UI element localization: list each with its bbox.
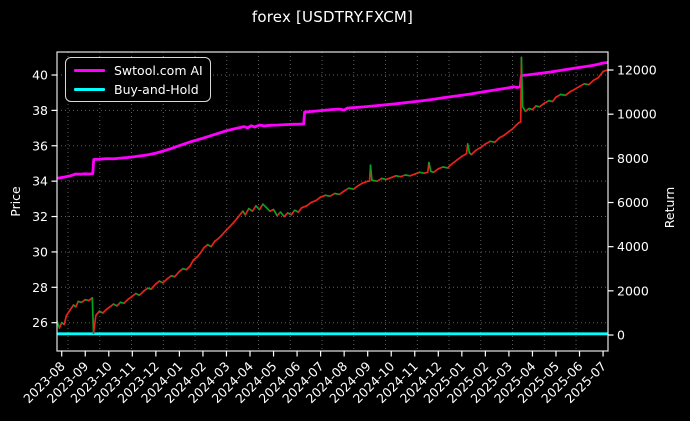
right-tick-label: 6000 [617,195,649,210]
left-tick-label: 26 [32,315,48,330]
left-tick-label: 40 [32,68,48,83]
legend-item-swtool-ai: Swtool.com AI [74,62,204,78]
left-tick-label: 30 [32,244,48,259]
right-tick-label: 0 [617,328,625,343]
legend-item-buy-and-hold: Buy-and-Hold [74,81,204,97]
right-tick-label: 2000 [617,283,649,298]
axis-ticks [51,69,614,357]
line-series-swtool-com-ai [56,61,609,180]
legend-line-swatch-magenta [74,68,105,72]
right-axis-label: Return [662,187,677,228]
legend-label: Swtool.com AI [114,62,203,78]
left-axis-label: Price [8,186,23,217]
right-tick-label: 10000 [617,107,657,122]
left-tick-label: 32 [32,209,48,224]
left-tick-label: 38 [32,103,48,118]
right-tick-label: 4000 [617,239,649,254]
legend-label: Buy-and-Hold [114,81,199,97]
left-tick-label: 36 [32,138,48,153]
left-tick-label: 28 [32,280,48,295]
price-series-usdtry [56,56,609,335]
right-tick-label: 12000 [617,63,657,78]
plot-border [56,51,609,352]
legend-line-swatch-cyan [74,87,105,91]
left-tick-label: 34 [32,174,48,189]
legend: Swtool.com AI Buy-and-Hold [65,57,211,102]
chart-title: forex [USDTRY.FXCM] [251,8,414,26]
right-tick-label: 8000 [617,151,649,166]
